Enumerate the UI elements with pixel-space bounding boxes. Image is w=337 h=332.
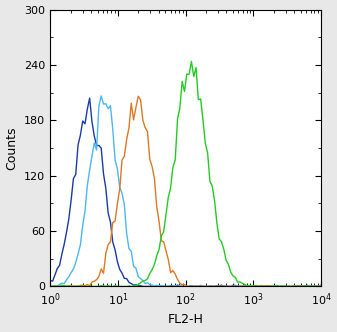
X-axis label: FL2-H: FL2-H: [168, 313, 204, 326]
Y-axis label: Counts: Counts: [5, 126, 19, 170]
